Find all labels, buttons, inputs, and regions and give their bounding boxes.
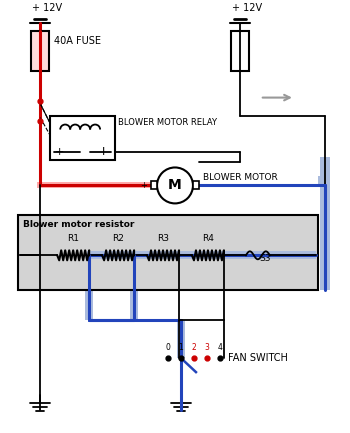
Text: 40A FUSE: 40A FUSE: [54, 36, 101, 46]
Bar: [320, 158, 330, 290]
Text: 0: 0: [166, 343, 170, 352]
Bar: [130, 255, 138, 320]
Text: BLOWER MOTOR RELAY: BLOWER MOTOR RELAY: [118, 117, 217, 126]
Text: 3: 3: [204, 343, 209, 352]
Bar: [50, 116, 115, 161]
Text: R3: R3: [157, 234, 169, 243]
Text: S3: S3: [260, 254, 271, 263]
Bar: [177, 320, 185, 358]
Text: R1: R1: [67, 234, 79, 243]
Text: I: I: [102, 148, 105, 158]
Text: 1: 1: [178, 343, 183, 352]
Bar: [87, 251, 316, 259]
Bar: [318, 177, 320, 184]
Text: +: +: [55, 148, 65, 158]
Text: 4: 4: [217, 343, 222, 352]
Text: Blower motor resistor: Blower motor resistor: [23, 220, 135, 229]
Text: BLOWER MOTOR: BLOWER MOTOR: [203, 174, 278, 182]
Bar: [37, 182, 159, 188]
Text: FAN SWITCH: FAN SWITCH: [228, 353, 288, 363]
Bar: [18, 215, 318, 290]
Text: +: +: [140, 181, 147, 190]
Text: + 12V: + 12V: [32, 3, 62, 13]
Text: R2: R2: [112, 234, 124, 243]
Bar: [85, 255, 93, 320]
Text: 2: 2: [191, 343, 196, 352]
Bar: [31, 31, 49, 71]
Circle shape: [157, 168, 193, 204]
Bar: [231, 31, 249, 71]
Text: R4: R4: [202, 234, 214, 243]
Bar: [193, 181, 199, 189]
Bar: [151, 181, 157, 189]
Text: M: M: [168, 178, 182, 192]
Text: + 12V: + 12V: [232, 3, 262, 13]
